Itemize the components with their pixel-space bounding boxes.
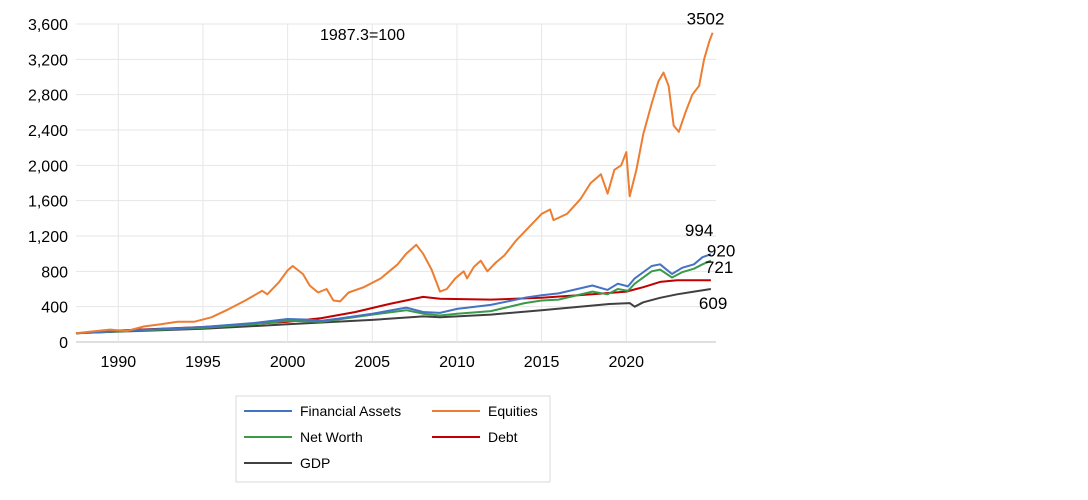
series-lines (75, 32, 714, 335)
legend-label-net-worth: Net Worth (300, 429, 363, 445)
x-axis-ticks: 1990 1995 2000 2005 2010 2015 2020 (101, 354, 645, 371)
legend-label-debt: Debt (488, 429, 518, 445)
end-label-net-worth: 920 (707, 242, 735, 261)
legend-label-financial-assets: Financial Assets (300, 403, 401, 419)
y-tick-label: 800 (41, 264, 68, 281)
end-label-gdp: 609 (699, 294, 727, 313)
legend-label-equities: Equities (488, 403, 538, 419)
end-label-equities: 3502 (687, 10, 725, 29)
x-tick-label: 1995 (185, 354, 221, 371)
y-tick-label: 2,800 (28, 88, 68, 105)
series-line-equities (75, 32, 714, 335)
y-tick-label: 0 (59, 335, 68, 352)
series-line-gdp (75, 288, 712, 335)
series-line-net-worth (75, 259, 712, 335)
end-label-financial-assets: 994 (685, 221, 713, 240)
y-tick-label: 3,600 (28, 17, 68, 34)
x-tick-label: 1990 (101, 354, 137, 371)
y-tick-label: 2,000 (28, 158, 68, 175)
x-tick-label: 2020 (608, 354, 644, 371)
x-tick-label: 2005 (354, 354, 390, 371)
x-tick-label: 2010 (439, 354, 475, 371)
y-tick-label: 1,600 (28, 194, 68, 211)
x-tick-label: 2000 (270, 354, 306, 371)
y-tick-label: 3,200 (28, 52, 68, 69)
chart-annotation: 1987.3=100 (320, 27, 405, 44)
y-tick-label: 400 (41, 300, 68, 317)
y-axis-ticks: 0 400 800 1,200 1,600 2,000 2,400 2,800 3,200 3,6… (28, 17, 68, 352)
legend-label-gdp: GDP (300, 455, 330, 471)
grid (76, 23, 716, 343)
series-line-financial-assets (75, 253, 712, 335)
legend: Financial Assets Equities Net Worth Debt GDP (235, 395, 551, 483)
end-label-debt: 721 (705, 258, 733, 277)
y-tick-label: 2,400 (28, 123, 68, 140)
y-tick-label: 1,200 (28, 229, 68, 246)
x-tick-label: 2015 (524, 354, 560, 371)
